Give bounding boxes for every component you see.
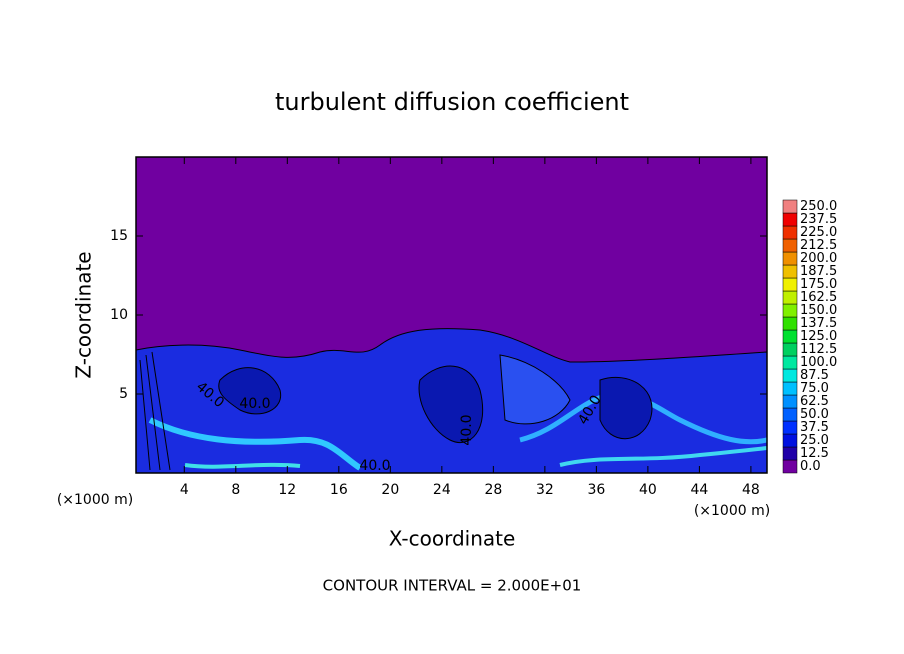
field bbox=[136, 157, 767, 473]
colorbar-label: 12.5 bbox=[800, 446, 829, 461]
colorbar-box bbox=[782, 446, 798, 461]
x-tick-label: 20 bbox=[381, 482, 399, 498]
x-tick-label: 24 bbox=[433, 482, 451, 498]
chart-title: turbulent diffusion coefficient bbox=[275, 88, 629, 116]
colorbar-label: 175.0 bbox=[800, 277, 837, 292]
eddy bbox=[218, 367, 282, 415]
x-tick-label: 32 bbox=[536, 482, 554, 498]
eddy bbox=[499, 354, 571, 425]
x-unit: (×1000 m) bbox=[694, 503, 770, 519]
colorbar-box bbox=[782, 290, 798, 305]
x-tick-label: 8 bbox=[231, 482, 240, 498]
y-tick-label: 15 bbox=[110, 228, 128, 244]
colorbar-label: 125.0 bbox=[800, 329, 837, 344]
eddy bbox=[418, 365, 484, 443]
colorbar-label: 0.0 bbox=[800, 459, 821, 474]
y-tick-label: 10 bbox=[110, 307, 128, 323]
x-tick-label: 16 bbox=[330, 482, 348, 498]
colorbar-box bbox=[782, 355, 798, 370]
x-tick-label: 4 bbox=[180, 482, 189, 498]
x-tick-label: 48 bbox=[742, 482, 760, 498]
x-tick-label: 12 bbox=[278, 482, 296, 498]
colorbar-label: 62.5 bbox=[800, 394, 829, 409]
colorbar-box bbox=[782, 433, 798, 448]
colorbar-box bbox=[782, 251, 798, 266]
colorbar-box bbox=[782, 277, 798, 292]
streak bbox=[184, 462, 301, 469]
colorbar-label: 187.5 bbox=[800, 264, 837, 279]
streak bbox=[148, 417, 362, 471]
x-tick-label: 44 bbox=[690, 482, 708, 498]
colorbar-box bbox=[782, 368, 798, 383]
streak bbox=[559, 446, 767, 467]
colorbar-label: 50.0 bbox=[800, 407, 829, 422]
colorbar-box bbox=[782, 407, 798, 422]
x-tick-label: 36 bbox=[587, 482, 605, 498]
colorbar-label: 112.5 bbox=[800, 342, 837, 357]
x-axis-label: X-coordinate bbox=[389, 527, 516, 551]
colorbar-label: 162.5 bbox=[800, 290, 837, 305]
colorbar-label: 100.0 bbox=[800, 355, 837, 370]
colorbar-label: 200.0 bbox=[800, 251, 837, 266]
colorbar-box bbox=[782, 212, 798, 227]
contour-label: 40.0 bbox=[459, 414, 475, 445]
contour-label: 40.0 bbox=[359, 458, 390, 474]
colorbar-box bbox=[782, 238, 798, 253]
colorbar-box bbox=[782, 459, 798, 474]
contour-interval: CONTOUR INTERVAL = 2.000E+01 bbox=[323, 577, 582, 595]
x-tick-label: 28 bbox=[484, 482, 502, 498]
colorbar-label: 25.0 bbox=[800, 433, 829, 448]
colorbar-box bbox=[782, 225, 798, 240]
colorbar-box bbox=[782, 264, 798, 279]
y-unit: (×1000 m) bbox=[57, 492, 133, 508]
y-tick-label: 5 bbox=[119, 386, 128, 402]
colorbar-box bbox=[782, 381, 798, 396]
colorbar-box bbox=[782, 329, 798, 344]
colorbar-box bbox=[782, 342, 798, 357]
colorbar-label: 37.5 bbox=[800, 420, 829, 435]
colorbar-box bbox=[782, 316, 798, 331]
colorbar-label: 75.0 bbox=[800, 381, 829, 396]
eddy bbox=[599, 376, 653, 440]
colorbar-box bbox=[782, 394, 798, 409]
contour-label: 40.0 bbox=[239, 396, 270, 412]
colorbar-label: 87.5 bbox=[800, 368, 829, 383]
colorbar-box bbox=[782, 420, 798, 435]
y-axis-label: Z-coordinate bbox=[72, 251, 96, 378]
contour-line bbox=[139, 351, 171, 471]
colorbar-label: 212.5 bbox=[800, 238, 837, 253]
colorbar-label: 150.0 bbox=[800, 303, 837, 318]
colorbar-label: 237.5 bbox=[800, 212, 837, 227]
colorbar-label: 250.0 bbox=[800, 199, 837, 214]
colorbar-box bbox=[782, 199, 798, 214]
colorbar-label: 225.0 bbox=[800, 225, 837, 240]
colorbar-box bbox=[782, 303, 798, 318]
colorbar-label: 137.5 bbox=[800, 316, 837, 331]
x-tick-label: 40 bbox=[639, 482, 657, 498]
